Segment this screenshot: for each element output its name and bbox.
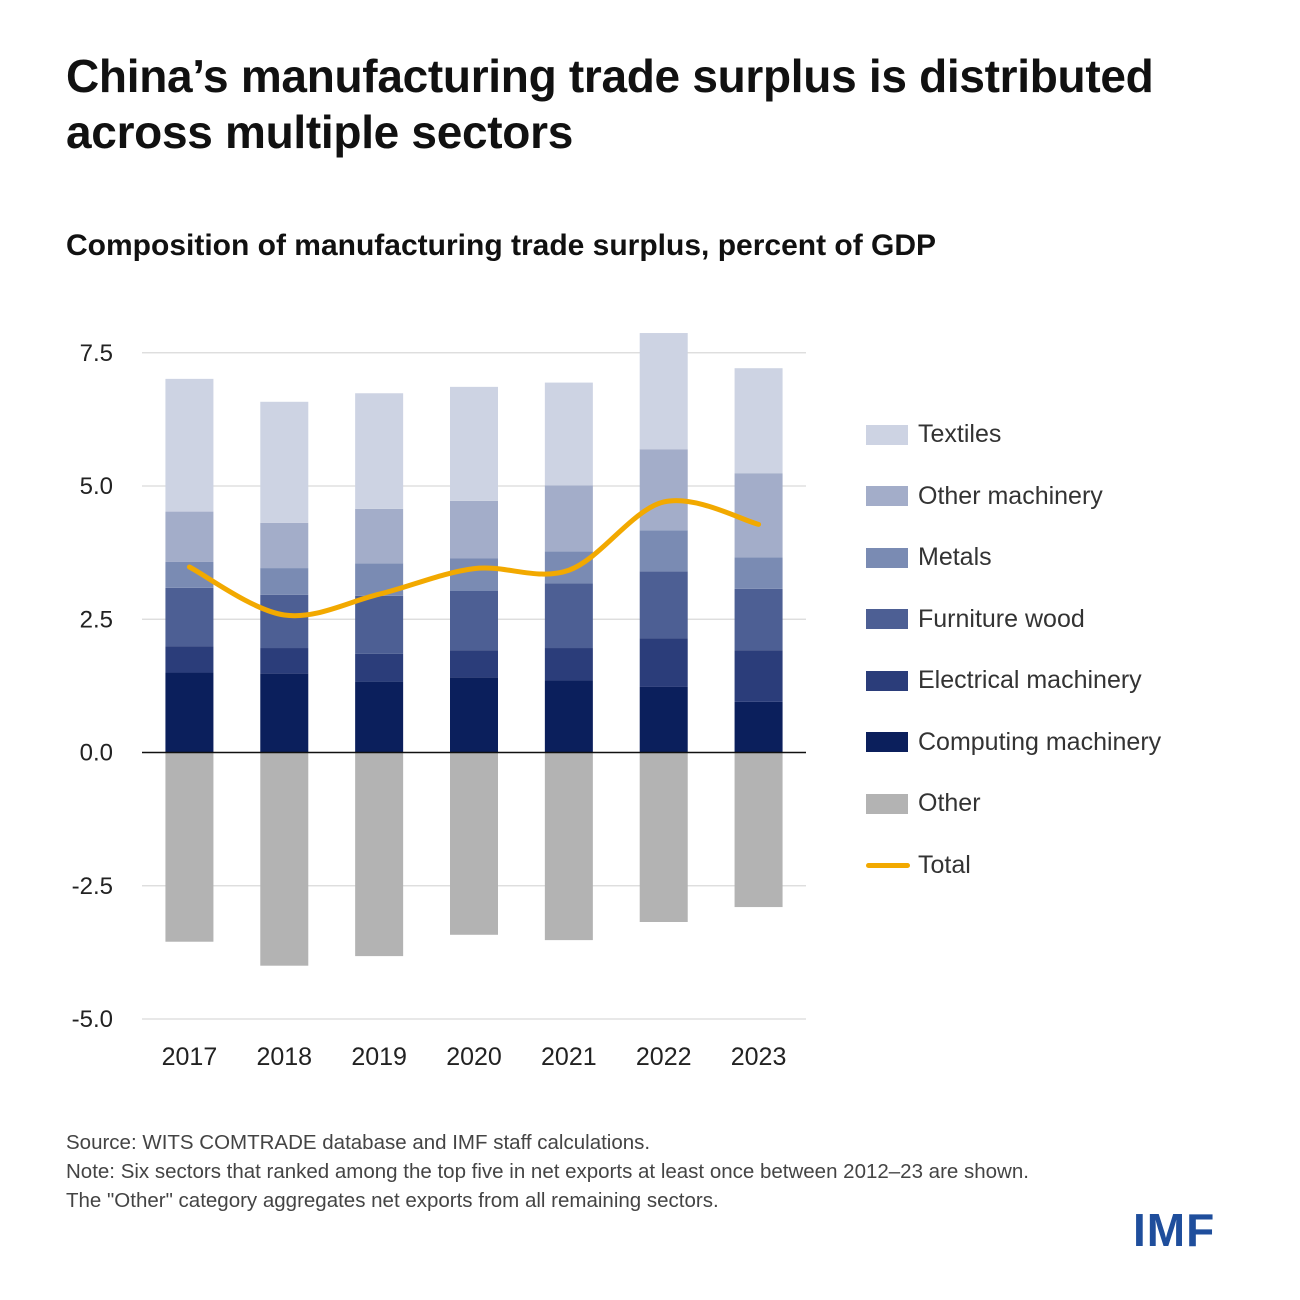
bar-segment xyxy=(450,752,498,935)
bar-segment xyxy=(260,522,309,569)
y-tick-label: 2.5 xyxy=(80,606,113,633)
legend-swatch xyxy=(866,732,908,753)
legend-item: Electrical machinery xyxy=(866,650,1286,712)
total-line-path xyxy=(186,498,762,619)
legend-item: Textiles xyxy=(866,404,1286,466)
bar-segment xyxy=(165,378,214,512)
legend-label: Other machinery xyxy=(918,481,1103,510)
legend-swatch xyxy=(866,486,908,507)
legend-swatch xyxy=(866,793,908,814)
legend-label: Computing machinery xyxy=(918,727,1162,756)
legend-item: Other machinery xyxy=(866,466,1286,528)
bar-segment xyxy=(450,558,498,592)
x-tick-label: 2017 xyxy=(162,1043,218,1071)
bar-segment xyxy=(544,648,593,681)
bar-segment xyxy=(355,393,404,509)
bar-segment xyxy=(260,594,309,649)
bar-segment xyxy=(734,588,783,651)
y-tick-label: 0.0 xyxy=(80,740,113,767)
y-tick-label: -5.0 xyxy=(72,1006,113,1033)
legend-item: Furniture wood xyxy=(866,589,1286,651)
bar-segment xyxy=(639,571,688,639)
bar-segment xyxy=(544,752,593,941)
legend-label: Other xyxy=(918,789,981,818)
bar-segment xyxy=(355,653,404,682)
bar-segment xyxy=(544,551,593,584)
bar-segment xyxy=(355,752,404,957)
legend-item: Other xyxy=(866,773,1286,835)
bar-segment xyxy=(734,368,783,474)
legend-swatch xyxy=(866,670,908,691)
x-tick-label: 2022 xyxy=(636,1043,692,1071)
bar-segment xyxy=(260,752,309,966)
y-tick-label: -2.5 xyxy=(72,873,113,900)
legend-swatch xyxy=(866,609,908,630)
x-tick-label: 2021 xyxy=(541,1043,597,1071)
bar-segment xyxy=(450,500,498,559)
stacked-bar-chart: 7.5 5.0 2.5 0.0 -2.5 -5.0 2017 2018 2019 2020 202… xyxy=(72,333,806,1071)
bar-segment xyxy=(355,681,404,753)
legend-label: Total xyxy=(918,850,971,879)
y-tick-label: 7.5 xyxy=(80,340,113,367)
bar-segment xyxy=(639,752,688,922)
y-tick-label: 5.0 xyxy=(80,473,113,500)
imf-logo: IMF xyxy=(1133,1204,1216,1256)
legend-label: Metals xyxy=(918,543,992,572)
total-line xyxy=(186,498,762,619)
x-tick-label: 2018 xyxy=(256,1043,312,1071)
bar-segment xyxy=(450,677,498,753)
legend-swatch xyxy=(866,424,908,445)
bar-segment xyxy=(260,568,309,595)
bar-segment xyxy=(260,648,309,674)
bar-segment xyxy=(639,449,688,531)
chart-title: China’s manufacturing trade surplus is d… xyxy=(66,50,1154,158)
bar-segment xyxy=(734,473,783,558)
bar-segment xyxy=(639,333,688,450)
legend-item: Metals xyxy=(866,527,1286,589)
bar-segment xyxy=(734,650,783,702)
bar-segment xyxy=(260,401,309,523)
methodology-note: Note: Six sectors that ranked among the … xyxy=(66,1160,1029,1212)
bar-segment xyxy=(734,752,783,908)
legend-item: Computing machinery xyxy=(866,712,1286,774)
chart-subtitle: Composition of manufacturing trade surpl… xyxy=(66,229,937,262)
bar-segment xyxy=(165,587,214,647)
y-axis-ticks: 7.5 5.0 2.5 0.0 -2.5 -5.0 xyxy=(72,340,113,1033)
legend-line-swatch xyxy=(866,862,910,868)
bar-segment xyxy=(544,680,593,753)
bar-segment xyxy=(450,650,498,678)
source-note: Source: WITS COMTRADE database and IMF s… xyxy=(66,1131,651,1154)
bar-segment xyxy=(165,646,214,673)
bar-segment xyxy=(450,591,498,651)
legend-label: Furniture wood xyxy=(918,604,1085,633)
x-tick-label: 2020 xyxy=(446,1043,502,1071)
bar-segment xyxy=(544,485,593,552)
x-tick-label: 2019 xyxy=(351,1043,407,1071)
bar-segment xyxy=(639,530,688,572)
legend-swatch xyxy=(866,547,908,568)
legend-label: Textiles xyxy=(918,420,1002,449)
bar-segment xyxy=(450,386,498,501)
bar-segment xyxy=(734,557,783,589)
footnotes: Source: WITS COMTRADE database and IMF s… xyxy=(66,1128,1066,1215)
bar-segment xyxy=(355,508,404,564)
bar-segment xyxy=(165,511,214,562)
bars xyxy=(165,333,783,966)
bar-segment xyxy=(165,672,214,753)
legend: Textiles Other machinery Metals Furniture w… xyxy=(866,404,1286,896)
bar-segment xyxy=(165,752,214,942)
bar-segment xyxy=(260,673,309,753)
bar-segment xyxy=(639,686,688,753)
bar-segment xyxy=(544,382,593,486)
x-axis-ticks: 2017 2018 2019 2020 2021 2022 2023 xyxy=(162,1043,787,1071)
legend-item: Total xyxy=(866,835,1286,897)
x-tick-label: 2023 xyxy=(731,1043,787,1071)
bar-segment xyxy=(544,583,593,649)
legend-label: Electrical machinery xyxy=(918,666,1142,695)
bar-segment xyxy=(639,638,688,687)
bar-segment xyxy=(355,595,404,654)
bar-segment xyxy=(734,701,783,753)
